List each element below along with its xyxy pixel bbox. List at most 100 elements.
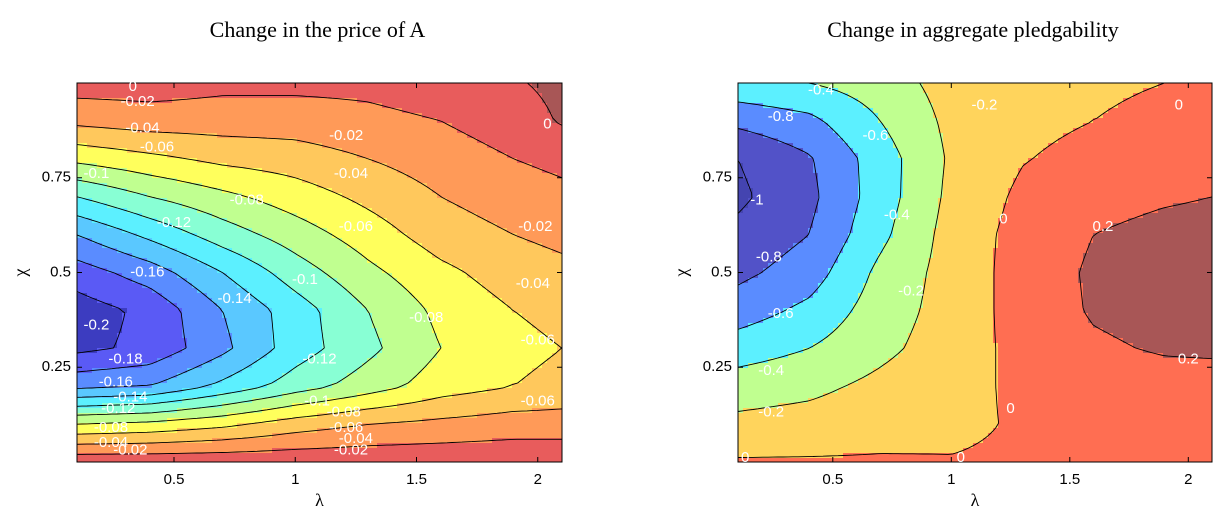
contour-cell	[552, 168, 558, 174]
contour-cell	[502, 148, 508, 154]
contour-cell	[87, 228, 93, 234]
contour-cell	[122, 168, 128, 174]
contour-cell	[362, 203, 368, 209]
contour-cell	[127, 158, 133, 164]
contour-cell	[157, 128, 163, 134]
contour-cell	[372, 288, 378, 294]
contour-cell	[432, 213, 438, 219]
contour-cell	[107, 143, 113, 149]
contour-cell	[477, 278, 483, 284]
contour-cell	[267, 233, 273, 239]
contour-cell	[467, 163, 473, 169]
contour-cell	[187, 333, 193, 339]
contour-cell	[442, 328, 448, 334]
contour-cell	[312, 123, 318, 129]
contour-cell	[197, 118, 203, 124]
contour-cell	[482, 128, 488, 134]
contour-cell	[242, 218, 248, 224]
contour-cell	[102, 268, 108, 274]
contour-cell	[172, 203, 178, 209]
contour-cell	[542, 333, 548, 339]
contour-cell	[237, 118, 243, 124]
contour-cell	[447, 138, 453, 144]
contour-cell	[277, 268, 283, 274]
contour-cell	[112, 238, 118, 244]
contour-cell	[312, 258, 318, 264]
contour-cell	[497, 108, 503, 114]
contour-cell	[547, 178, 553, 184]
contour-cell	[527, 113, 533, 119]
contour-cell	[332, 188, 338, 194]
contour-cell	[272, 88, 278, 94]
contour-cell	[222, 283, 228, 289]
contour-cell	[417, 298, 423, 304]
contour-cell	[532, 228, 538, 234]
contour-cell	[237, 338, 243, 344]
contour-cell	[112, 308, 118, 314]
contour-cell	[377, 233, 383, 239]
contour-cell	[212, 333, 218, 339]
contour-cell	[157, 248, 163, 254]
contour-cell	[477, 288, 483, 294]
contour-cell	[347, 93, 353, 99]
contour-cell	[382, 138, 388, 144]
contour-cell	[322, 238, 328, 244]
contour-cell	[212, 283, 218, 289]
contour-cell	[197, 133, 203, 139]
contour-cell	[372, 128, 378, 134]
contour-cell	[497, 223, 503, 229]
contour-cell	[342, 183, 348, 189]
contour-cell	[547, 193, 553, 199]
contour-cell	[272, 158, 278, 164]
contour-cell	[377, 288, 383, 294]
contour-cell	[147, 168, 153, 174]
contour-cell	[212, 198, 218, 204]
contour-cell	[292, 243, 298, 249]
contour-cell	[337, 133, 343, 139]
contour-cell	[102, 133, 108, 139]
contour-cell	[192, 128, 198, 134]
contour-cell	[297, 83, 303, 89]
contour-cell	[397, 143, 403, 149]
contour-cell	[157, 103, 163, 109]
contour-cell	[427, 253, 433, 259]
contour-cell	[387, 153, 393, 159]
contour-cell	[212, 278, 218, 284]
contour-cell	[457, 123, 463, 129]
contour-cell	[207, 103, 213, 109]
contour-cell	[362, 258, 368, 264]
contour-cell	[472, 313, 478, 319]
contour-cell	[497, 143, 503, 149]
contour-cell	[407, 163, 413, 169]
contour-cell	[87, 278, 93, 284]
contour-cell	[522, 168, 528, 174]
contour-cell	[447, 188, 453, 194]
contour-cell	[512, 208, 518, 214]
contour-cell	[477, 248, 483, 254]
contour-cell	[302, 98, 308, 104]
contour-cell	[317, 173, 323, 179]
contour-cell	[557, 218, 563, 224]
contour-cell	[447, 303, 453, 309]
contour-cell	[552, 283, 558, 289]
contour-cell	[92, 253, 98, 259]
contour-cell	[92, 268, 98, 274]
contour-cell	[542, 173, 548, 179]
contour-cell	[162, 188, 168, 194]
contour-cell	[222, 148, 228, 154]
contour-cell	[352, 173, 358, 179]
contour-cell	[242, 283, 248, 289]
contour-cell	[492, 83, 498, 89]
contour-cell	[107, 193, 113, 199]
contour-cell	[227, 173, 233, 179]
contour-cell	[347, 268, 353, 274]
contour-cell	[147, 278, 153, 284]
contour-cell	[257, 163, 263, 169]
contour-cell	[152, 118, 158, 124]
contour-cell	[77, 183, 83, 189]
contour-cell	[432, 163, 438, 169]
contour-cell	[232, 268, 238, 274]
contour-cell	[442, 228, 448, 234]
contour-cell	[462, 108, 468, 114]
contour-cell	[237, 163, 243, 169]
